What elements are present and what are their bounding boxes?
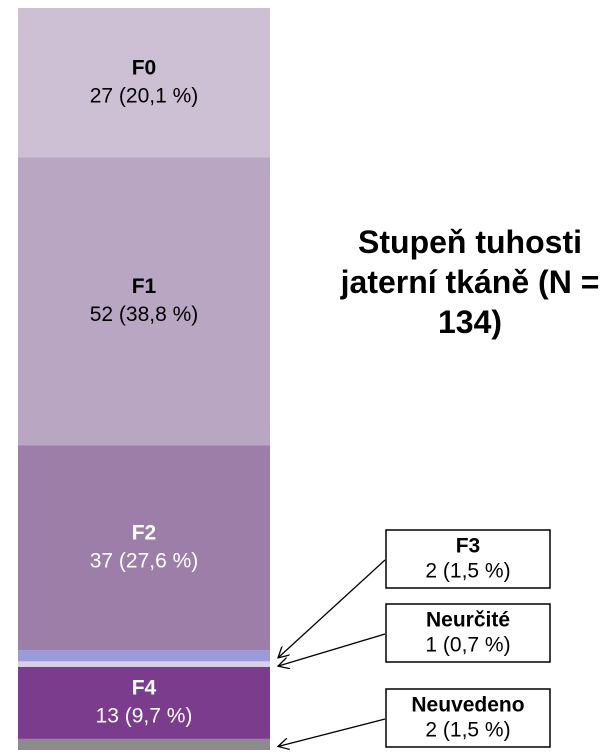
data-label: 37 (27,6 %) — [90, 549, 199, 572]
segment-name: F2 — [132, 521, 157, 544]
data-label: 1 (0,7 %) — [425, 634, 510, 657]
callout-arrow — [278, 633, 386, 666]
callout-box — [385, 688, 551, 748]
callout-box — [385, 529, 551, 589]
segment-name: F0 — [132, 56, 157, 79]
bar-segment — [18, 157, 270, 446]
bar-segment — [18, 661, 270, 667]
bar-segment — [18, 738, 270, 750]
data-label: 2 (1,5 %) — [425, 560, 510, 583]
bar-segment — [18, 666, 270, 739]
segment-name: Neuvedeno — [411, 694, 524, 717]
data-label: 52 (38,8 %) — [90, 303, 199, 326]
data-label: 13 (9,7 %) — [96, 704, 193, 727]
data-label: 2 (1,5 %) — [425, 719, 510, 742]
chart-title: Stupeň tuhosti jaterní tkáně (N = 134) — [340, 224, 600, 340]
bar-segment — [18, 650, 270, 662]
bar-segment — [18, 445, 270, 651]
callout-arrow — [278, 559, 386, 658]
bar-segment — [18, 8, 270, 158]
segment-name: F4 — [132, 676, 157, 699]
data-label: 27 (20,1 %) — [90, 84, 199, 107]
segment-name: F3 — [456, 535, 481, 558]
callout-box — [385, 603, 551, 663]
segment-name: F1 — [132, 275, 157, 298]
segment-name: Neurčité — [426, 609, 510, 632]
callout-arrow — [278, 718, 386, 746]
